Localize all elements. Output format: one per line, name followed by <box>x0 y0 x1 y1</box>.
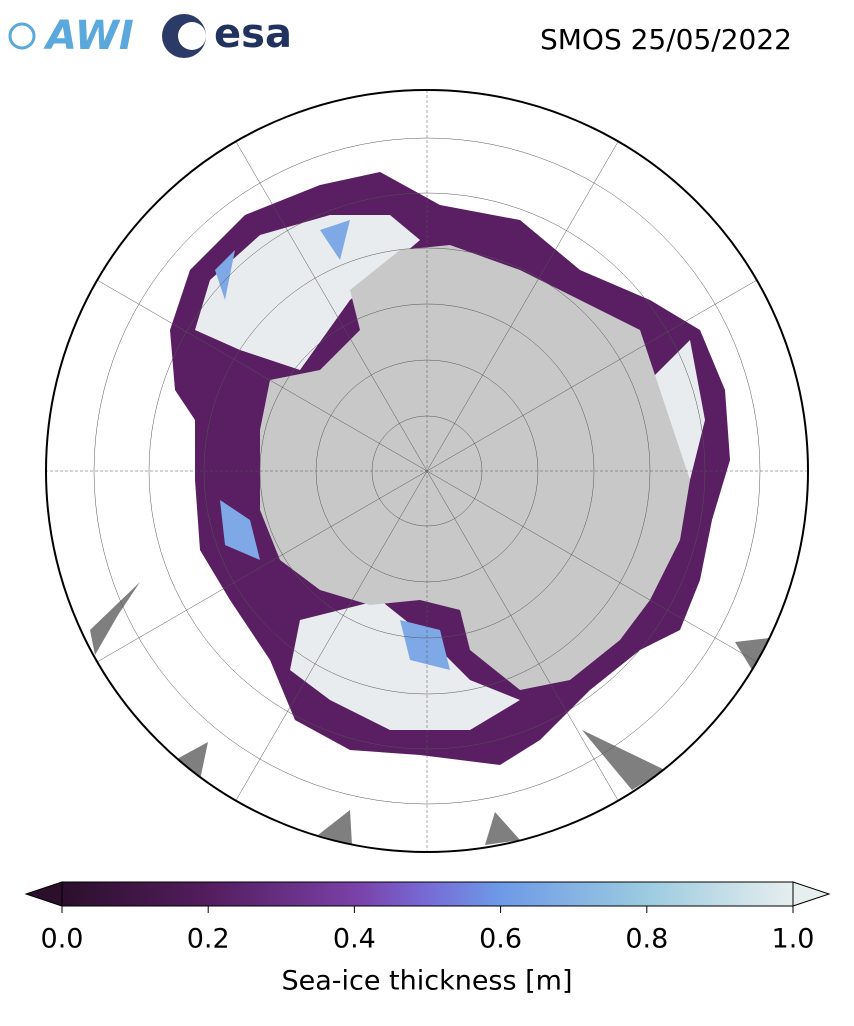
colorbar-tick-label: 0.2 <box>187 924 230 955</box>
logo-text: AWI <box>43 13 134 59</box>
colorbar: Sea-ice thickness [m] <box>24 881 831 997</box>
colorbar-tick-label: 0.8 <box>625 924 668 955</box>
logo-esa: esa <box>162 11 292 58</box>
colorbar-tick-label: 0.4 <box>333 924 376 955</box>
colorbar-extend-low <box>24 881 63 907</box>
logo-text: esa <box>214 11 292 57</box>
colorbar-gradient <box>61 881 794 907</box>
thick-ice <box>195 215 705 730</box>
map <box>46 90 808 852</box>
colorbar-label: Sea-ice thickness [m] <box>281 966 572 997</box>
colorbar-tick-label: 0.0 <box>41 924 84 955</box>
map-title: SMOS 25/05/2022 <box>540 23 792 56</box>
antarctica <box>260 245 690 690</box>
logo-awi: AWI <box>8 13 134 59</box>
colorbar-tick-label: 0.6 <box>479 924 522 955</box>
graticule <box>46 90 808 852</box>
map-frame <box>45 89 809 853</box>
colorbar-tick-label: 1.0 <box>772 924 815 955</box>
colorbar-extend-high <box>792 881 831 907</box>
